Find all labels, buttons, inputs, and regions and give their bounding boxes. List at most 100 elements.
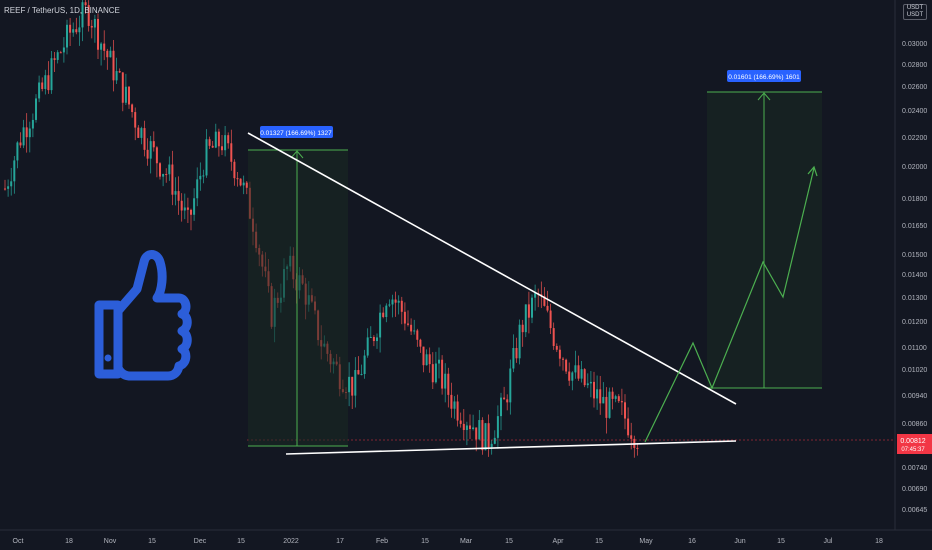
- candle-body: [441, 359, 444, 389]
- candle-body: [202, 175, 205, 177]
- candle-body: [388, 304, 391, 306]
- candle-body: [413, 330, 416, 332]
- candle-body: [115, 71, 118, 81]
- price-tick-label: 0.01650: [902, 223, 927, 230]
- candle-body: [72, 29, 75, 33]
- currency-bottom: USDT: [906, 12, 924, 18]
- candle-body: [605, 396, 608, 418]
- candle-body: [143, 128, 146, 150]
- candle-body: [379, 312, 382, 338]
- candle-body: [577, 365, 580, 379]
- candle-body: [620, 401, 623, 403]
- candle-body: [131, 104, 134, 113]
- candle-body: [462, 423, 465, 431]
- price-tick-label: 0.00860: [902, 421, 927, 428]
- candle-body: [159, 163, 161, 177]
- time-tick-label: Jul: [824, 538, 833, 545]
- descending-trendline[interactable]: [247, 132, 737, 405]
- candle-body: [233, 161, 236, 179]
- candle-body: [121, 72, 124, 103]
- candle-body: [75, 29, 78, 33]
- candle-body: [403, 311, 406, 324]
- candle-body: [558, 349, 561, 359]
- time-axis: Oct 18 Nov 15 Dec 15 2022 17 Feb 15 Mar 15 Apr 15 May 1…: [13, 538, 883, 545]
- time-tick-label: 2022: [283, 538, 299, 545]
- measure-box-1: [248, 150, 348, 446]
- candle-body: [363, 355, 366, 375]
- candle-body: [165, 174, 168, 176]
- candle-body: [506, 399, 509, 403]
- time-tick-label: Nov: [104, 538, 117, 545]
- candle-body: [155, 147, 158, 164]
- candle-body: [624, 402, 626, 419]
- candle-body: [608, 391, 611, 418]
- candle-body: [385, 305, 388, 318]
- candle-body: [599, 389, 602, 404]
- time-tick-label: 16: [688, 538, 696, 545]
- support-trendline[interactable]: [285, 440, 737, 455]
- candle-body: [221, 146, 223, 151]
- candle-body: [580, 369, 583, 379]
- time-tick-label: Feb: [376, 538, 388, 545]
- currency-badge[interactable]: USDT USDT: [903, 4, 927, 20]
- price-tick-label: 0.01500: [902, 252, 927, 259]
- candle-body: [627, 418, 630, 436]
- candle-body: [500, 397, 502, 417]
- candle-body: [382, 312, 385, 318]
- candle-body: [25, 127, 28, 138]
- candle-body: [496, 416, 499, 438]
- candle-body: [28, 128, 31, 138]
- candle-body: [47, 75, 50, 91]
- candle-body: [521, 324, 524, 333]
- candle-body: [354, 370, 357, 396]
- candle-body: [31, 119, 34, 129]
- candle-body: [447, 373, 450, 395]
- candle-body: [41, 82, 44, 89]
- time-tick-label: Apr: [553, 538, 565, 545]
- candle-body: [472, 427, 475, 430]
- candle-body: [214, 131, 217, 148]
- time-tick-label: 18: [65, 538, 73, 545]
- candle-body: [565, 359, 568, 372]
- candle-body: [369, 336, 372, 338]
- price-tick-label: 0.01100: [902, 345, 927, 352]
- candle-body: [518, 324, 521, 359]
- candle-body: [574, 365, 577, 373]
- candle-body: [174, 191, 177, 195]
- price-range-label-2: [727, 70, 801, 82]
- candle-body: [4, 188, 6, 190]
- time-tick-label: May: [639, 538, 653, 545]
- price-tick-label: 0.00940: [902, 393, 927, 400]
- candle-body: [90, 25, 93, 28]
- projection-arrowhead: [807, 165, 818, 177]
- candle-body: [177, 191, 180, 201]
- candle-body: [217, 131, 220, 147]
- candle-body: [180, 200, 183, 211]
- price-tick-label: 0.00740: [902, 465, 927, 472]
- candle-body: [481, 420, 484, 451]
- candle-body: [555, 345, 558, 350]
- time-tick-label: Mar: [460, 538, 473, 545]
- candle-body: [552, 328, 555, 346]
- candle-body: [589, 381, 592, 384]
- candle-body: [450, 394, 453, 409]
- candle-body: [236, 178, 239, 180]
- candle-body: [84, 2, 87, 6]
- candle-body: [171, 164, 174, 195]
- candle-body: [531, 297, 533, 318]
- candle-body: [230, 143, 233, 162]
- candle-body: [146, 149, 149, 159]
- last-price-badge: [897, 434, 932, 454]
- price-tick-label: 0.01800: [902, 196, 927, 203]
- price-tick-label: 0.02000: [902, 164, 927, 171]
- candle-body: [419, 339, 422, 347]
- symbol-title[interactable]: REEF / TetherUS, 1D, BINANCE: [4, 6, 120, 15]
- countdown-text: 07:45:37: [901, 447, 925, 453]
- candle-body: [617, 396, 620, 402]
- time-tick-label: Jun: [734, 538, 745, 545]
- time-tick-label: 15: [595, 538, 603, 545]
- candle-body: [484, 423, 487, 451]
- candle-body: [434, 363, 437, 383]
- candle-body: [568, 371, 571, 381]
